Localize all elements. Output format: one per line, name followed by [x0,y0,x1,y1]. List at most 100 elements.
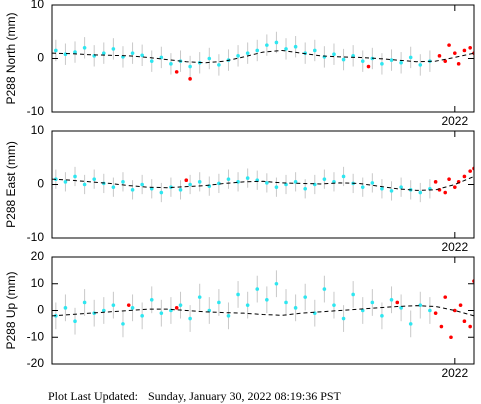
data-point [73,174,77,179]
data-point [174,306,179,310]
data-point [341,57,346,62]
data-point [453,308,457,313]
data-point [245,303,250,307]
data-point [217,63,221,67]
y-tick-label: 0 [37,177,44,191]
data-point [73,50,77,54]
data-point [149,298,154,302]
data-point [197,295,202,299]
data-point [274,185,279,189]
data-point [178,303,183,307]
data-point [188,77,192,81]
data-point [351,292,355,297]
data-point [389,189,394,193]
data-point [265,43,269,47]
data-point [468,46,472,50]
data-point [159,190,164,195]
y-tick-label: 0 [37,303,44,317]
data-point [433,180,438,184]
data-point [188,182,192,187]
data-point [380,314,384,318]
data-point [433,311,438,315]
data-point [447,43,451,47]
data-point [188,316,192,321]
data-point [140,182,144,187]
data-point [265,181,269,185]
x-tick-label: 2022 [441,240,468,254]
data-point [380,62,384,66]
footer-label: Plot Last Updated: [48,389,138,403]
data-point [169,62,173,66]
data-point [437,54,442,58]
data-point [217,300,221,305]
data-point [121,180,125,184]
data-point [255,287,260,291]
data-point [360,308,365,313]
data-point [140,53,144,58]
data-point [456,62,461,66]
data-point [274,40,279,45]
data-point [428,308,432,313]
data-point [399,185,403,189]
data-point [126,303,131,307]
data-point [82,300,87,305]
data-point [443,295,448,299]
plot-frame [51,256,475,365]
y-tick-label: 10 [31,276,45,290]
data-point [447,177,451,181]
footer-value: Sunday, January 30, 2022 08:19:36 PST [148,389,342,403]
data-point [341,174,346,179]
data-point [184,178,189,183]
data-point [293,44,298,49]
data-point [399,60,403,65]
data-point [236,292,240,297]
y-axis-label: P288 East (mm) [4,141,18,228]
data-point [443,190,448,195]
data-point [468,169,472,173]
data-point [312,182,317,187]
data-point [380,186,384,191]
data-point [111,185,116,189]
data-point [226,314,231,318]
data-point [284,300,288,305]
data-point [408,55,413,60]
data-point [284,47,288,51]
data-point [322,177,327,181]
data-point [370,300,375,305]
data-point [366,64,371,69]
data-point [449,335,453,340]
data-point [476,317,480,321]
trend-line [52,49,474,64]
y-axis-label: P288 North (mm) [4,12,18,104]
data-point [63,180,68,184]
data-point [439,324,444,329]
data-point [207,308,212,313]
data-point [178,188,183,192]
data-point [453,51,457,55]
data-point [140,314,144,318]
data-point [197,180,202,184]
data-point [265,298,269,302]
data-point [174,70,179,74]
data-point [236,180,240,184]
y-axis-label: P288 Up (mm) [4,271,18,349]
data-point [351,54,355,58]
data-point [159,311,164,315]
data-point [188,64,192,69]
data-point [476,49,480,53]
trend-line [52,305,474,317]
plot-area [52,270,480,340]
y-tick-label: -10 [27,329,45,343]
data-point [332,303,336,307]
data-point [395,300,400,305]
data-point [121,322,125,326]
y-tick-label: 0 [37,51,44,65]
data-point [130,188,135,192]
data-point [63,52,68,57]
data-point [284,182,288,187]
y-tick-label: -20 [27,356,45,370]
data-point [341,316,346,321]
data-point [82,182,87,187]
x-tick-label: 2022 [441,366,468,380]
